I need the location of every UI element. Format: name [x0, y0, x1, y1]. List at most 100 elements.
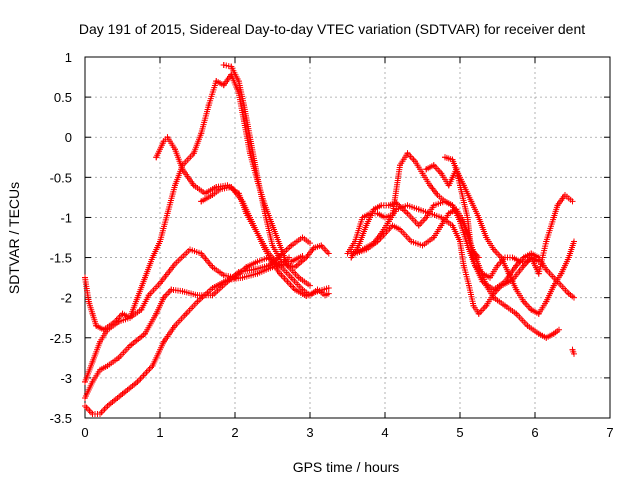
data-point: [494, 262, 501, 269]
data-point: [528, 254, 535, 261]
data-point: [457, 214, 463, 221]
data-point: [232, 274, 238, 281]
data-point: [82, 274, 88, 281]
data-point: [408, 238, 415, 245]
data-point: [322, 292, 328, 299]
data-point: [209, 264, 216, 271]
data-point: [475, 214, 482, 221]
x-tick-label: 4: [381, 425, 388, 440]
y-tick-label: 1: [65, 50, 72, 65]
data-point: [483, 282, 490, 289]
data-point: [269, 258, 276, 265]
data-point: [442, 154, 448, 161]
data-point: [217, 186, 223, 193]
data-point: [82, 378, 88, 385]
data-point: [483, 302, 490, 309]
data-point: [299, 252, 306, 259]
data-point: [325, 250, 332, 257]
data-point: [464, 214, 471, 221]
data-point: [149, 254, 156, 261]
data-point: [404, 202, 411, 209]
data-point: [303, 254, 310, 261]
data-point: [517, 258, 523, 265]
data-point: [359, 214, 366, 221]
data-point: [442, 198, 448, 205]
data-point: [209, 285, 216, 292]
data-point: [115, 318, 122, 325]
data-point: [307, 282, 313, 289]
data-point: [550, 330, 557, 337]
data-point: [419, 170, 426, 177]
data-point: [228, 63, 235, 70]
data-point: [449, 202, 456, 209]
data-point: [543, 334, 550, 341]
data-point: [468, 246, 475, 253]
data-point: [115, 354, 122, 361]
data-point: [393, 206, 400, 213]
data-point: [438, 170, 445, 177]
data-point: [427, 182, 433, 189]
data-point: [172, 322, 178, 329]
tick-marks: [84, 56, 611, 419]
data-point: [520, 254, 527, 261]
x-tick-label: 5: [456, 425, 463, 440]
data-point: [160, 294, 167, 301]
data-point: [288, 258, 295, 265]
y-tick-label: -1: [60, 210, 72, 225]
data-point: [134, 378, 141, 385]
data-point: [397, 162, 403, 169]
data-point: [556, 326, 562, 333]
data-point: [430, 162, 437, 169]
data-point: [187, 246, 193, 253]
data-point: [149, 362, 156, 369]
data-point: [254, 270, 261, 277]
data-point: [571, 238, 577, 245]
data-point: [363, 246, 370, 253]
data-point: [490, 294, 497, 301]
data-point: [487, 274, 493, 281]
data-point: [224, 278, 231, 285]
data-point: [172, 182, 178, 189]
data-point: [404, 150, 411, 157]
data-point: [179, 288, 186, 295]
data-point: [370, 206, 377, 213]
data-point: [179, 162, 186, 169]
data-point: [153, 310, 160, 317]
chart-title: Day 191 of 2015, Sidereal Day-to-day VTE…: [79, 21, 585, 37]
data-point: [427, 210, 433, 217]
data-point: [164, 134, 171, 141]
x-tick-label: 6: [531, 425, 538, 440]
data-point: [543, 238, 550, 245]
data-point: [284, 262, 291, 269]
data-point: [565, 254, 572, 261]
data-point: [250, 266, 257, 273]
y-tick-label: 0: [65, 130, 72, 145]
data-point: [460, 182, 467, 189]
data-point: [145, 292, 152, 299]
x-tick-label: 2: [231, 425, 238, 440]
data-point: [374, 210, 381, 217]
data-point: [89, 410, 96, 417]
data-point: [430, 202, 437, 209]
series-track-m: [442, 154, 577, 317]
data-point: [172, 146, 178, 153]
data-point: [457, 238, 463, 245]
series-track-k: [344, 150, 482, 261]
series-track-g: [198, 183, 292, 269]
data-point: [89, 358, 96, 365]
data-point: [325, 285, 332, 292]
data-point: [262, 210, 268, 217]
data-point: [303, 293, 310, 300]
series-track-l: [423, 162, 576, 281]
data-point: [389, 212, 396, 219]
data-point: [505, 270, 512, 277]
series-track-n: [569, 346, 577, 357]
data-point: [194, 292, 201, 299]
data-point: [565, 290, 572, 297]
data-point: [97, 366, 103, 373]
data-point: [220, 272, 227, 279]
data-point: [352, 238, 358, 245]
data-point: [374, 238, 381, 245]
data-point: [134, 294, 141, 301]
data-point: [247, 214, 253, 221]
